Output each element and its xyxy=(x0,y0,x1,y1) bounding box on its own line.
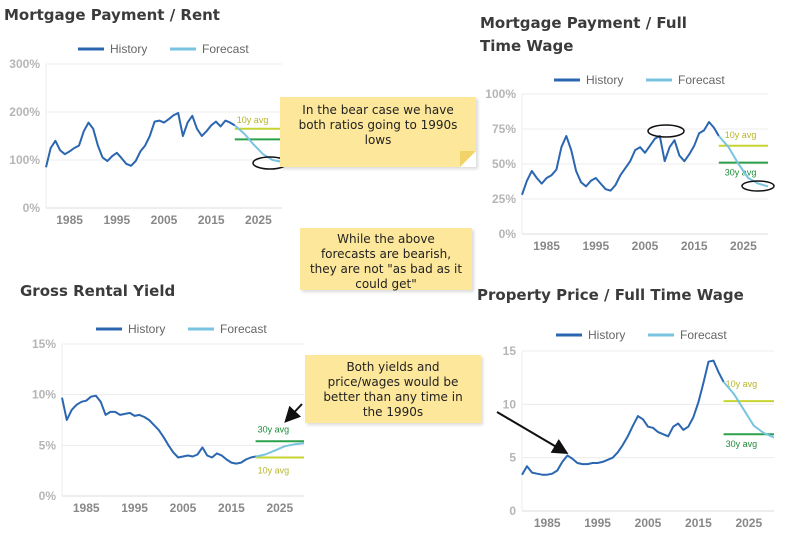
series-line-forecast xyxy=(722,381,775,439)
chart-title-price-wage: Property Price / Full Time Wage xyxy=(477,286,744,304)
x-tick-label: 2005 xyxy=(151,213,178,227)
y-tick-label: 0% xyxy=(39,489,57,503)
y-tick-label: 0% xyxy=(23,201,41,215)
x-tick-label: 1995 xyxy=(121,501,148,515)
x-tick-label: 2015 xyxy=(218,501,245,515)
y-tick-label: 10% xyxy=(32,388,56,402)
series-line-forecast xyxy=(255,442,305,458)
legend-label-forecast: Forecast xyxy=(678,73,725,87)
y-tick-label: 25% xyxy=(492,192,516,206)
reference-label: 10y avg xyxy=(237,115,269,125)
x-tick-label: 2025 xyxy=(245,213,272,227)
x-tick-label: 2005 xyxy=(170,501,197,515)
series-line-forecast xyxy=(718,135,769,188)
legend-label-forecast: Forecast xyxy=(680,328,727,342)
arrow-to-price-wage xyxy=(496,411,569,455)
reference-label: 10y avg xyxy=(725,130,757,140)
y-tick-label: 10 xyxy=(503,397,517,411)
chart-title-rental-yield: Gross Rental Yield xyxy=(20,282,176,300)
x-tick-label: 1985 xyxy=(73,501,100,515)
legend-label-history: History xyxy=(128,322,165,336)
note-better-than-1990s: Both yields and price/wages would be bet… xyxy=(305,355,481,423)
chart-rental-yield: History Forecast 0% 5% 10% 15% 1985 1995 2005 201… xyxy=(32,322,305,515)
chart-mortgage-wage: History Forecast 0% 25% 50% 75% 100% 1985 1995 20… xyxy=(485,73,775,253)
arrow-to-yield xyxy=(284,403,303,423)
note-not-as-bad: While the above forecasts are bearish, t… xyxy=(300,228,472,291)
legend-label-history: History xyxy=(588,328,625,342)
legend-label-forecast: Forecast xyxy=(202,42,249,56)
y-tick-label: 0 xyxy=(509,504,516,518)
x-tick-label: 2015 xyxy=(198,213,225,227)
chart-mortgage-rent: History Forecast 0% 100% 200% 300% 1985 1995 200… xyxy=(9,42,288,227)
reference-label: 30y avg xyxy=(726,439,758,449)
x-tick-label: 2025 xyxy=(730,239,757,253)
x-tick-label: 2015 xyxy=(681,239,708,253)
x-tick-label: 2015 xyxy=(685,516,712,530)
y-tick-label: 300% xyxy=(9,57,40,71)
reference-label: 10y avg xyxy=(726,379,758,389)
series-line-history xyxy=(521,359,725,476)
x-tick-label: 2025 xyxy=(735,516,762,530)
reference-label: 10y avg xyxy=(258,465,290,475)
y-tick-label: 100% xyxy=(9,153,40,167)
x-tick-label: 1985 xyxy=(534,516,561,530)
x-tick-label: 1995 xyxy=(582,239,609,253)
legend-label-history: History xyxy=(586,73,623,87)
y-tick-label: 0% xyxy=(499,227,517,241)
x-tick-label: 2025 xyxy=(266,501,293,515)
reference-label: 30y avg xyxy=(725,168,757,178)
y-tick-label: 15% xyxy=(32,337,56,351)
y-tick-label: 50% xyxy=(492,157,516,171)
x-tick-label: 1985 xyxy=(533,239,560,253)
y-tick-label: 5% xyxy=(39,438,57,452)
series-line-history xyxy=(61,394,256,465)
note-bear-case: In the bear case we have both ratios goi… xyxy=(280,97,476,167)
y-tick-label: 75% xyxy=(492,122,516,136)
x-tick-label: 1995 xyxy=(584,516,611,530)
series-line-forecast xyxy=(234,124,283,163)
x-tick-label: 1985 xyxy=(56,213,83,227)
chart-title-mortgage-rent: Mortgage Payment / Rent xyxy=(4,6,220,24)
annotation-circle xyxy=(741,180,775,192)
x-tick-label: 2005 xyxy=(635,516,662,530)
chart-title-mortgage-wage: Mortgage Payment / Full Time Wage xyxy=(480,14,687,55)
series-line-history xyxy=(45,112,236,168)
chart-price-wage: History Forecast 0 5 10 15 1985 1995 2005 2015 202… xyxy=(503,328,775,530)
annotation-circle xyxy=(647,124,685,138)
legend-label-history: History xyxy=(110,42,147,56)
reference-label: 30y avg xyxy=(258,424,290,434)
series-line-history xyxy=(521,121,720,196)
legend-label-forecast: Forecast xyxy=(220,322,267,336)
y-tick-label: 200% xyxy=(9,105,40,119)
y-tick-label: 15 xyxy=(503,344,517,358)
y-tick-label: 5 xyxy=(509,451,516,465)
x-tick-label: 1995 xyxy=(103,213,130,227)
x-tick-label: 2005 xyxy=(632,239,659,253)
y-tick-label: 100% xyxy=(485,87,516,101)
